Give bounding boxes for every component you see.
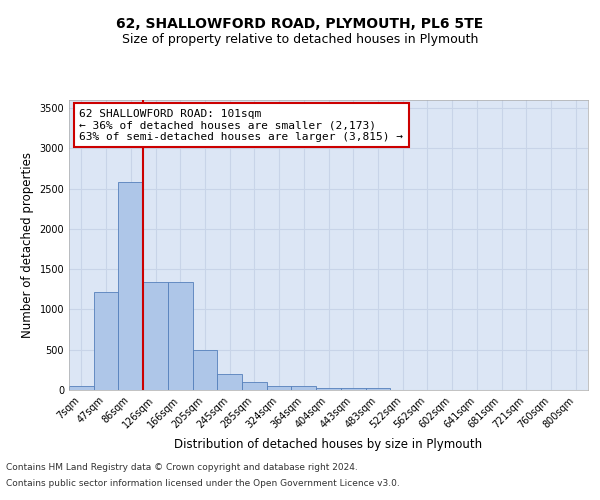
Bar [69, 386, 94, 390]
Bar [365, 388, 390, 390]
Bar [242, 382, 267, 390]
X-axis label: Distribution of detached houses by size in Plymouth: Distribution of detached houses by size … [175, 438, 482, 451]
Text: Contains public sector information licensed under the Open Government Licence v3: Contains public sector information licen… [6, 478, 400, 488]
Bar [118, 182, 143, 390]
Bar [193, 350, 217, 390]
Bar [267, 386, 292, 390]
Bar [143, 282, 168, 390]
Bar [292, 386, 316, 390]
Text: Contains HM Land Registry data © Crown copyright and database right 2024.: Contains HM Land Registry data © Crown c… [6, 464, 358, 472]
Bar [316, 388, 341, 390]
Bar [217, 374, 242, 390]
Text: 62 SHALLOWFORD ROAD: 101sqm
← 36% of detached houses are smaller (2,173)
63% of : 62 SHALLOWFORD ROAD: 101sqm ← 36% of det… [79, 108, 403, 142]
Bar [94, 292, 118, 390]
Text: Size of property relative to detached houses in Plymouth: Size of property relative to detached ho… [122, 32, 478, 46]
Y-axis label: Number of detached properties: Number of detached properties [21, 152, 34, 338]
Bar [341, 388, 365, 390]
Text: 62, SHALLOWFORD ROAD, PLYMOUTH, PL6 5TE: 62, SHALLOWFORD ROAD, PLYMOUTH, PL6 5TE [116, 18, 484, 32]
Bar [168, 282, 193, 390]
